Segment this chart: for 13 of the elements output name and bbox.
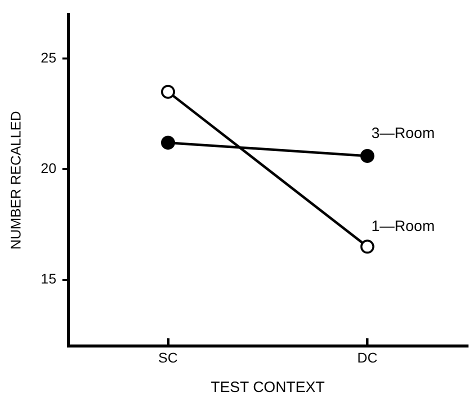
x-axis-title: TEST CONTEXT: [210, 379, 325, 396]
y-tick-label: 20: [40, 160, 57, 176]
series-label: 1—Room: [371, 218, 435, 235]
y-tick-label: 25: [40, 50, 57, 66]
point: [360, 148, 374, 163]
x-tick-label: SC: [158, 349, 178, 366]
point: [360, 240, 374, 254]
y-tick-label: 15: [40, 270, 57, 287]
point: [161, 84, 176, 99]
x-tick-label: DC: [357, 349, 378, 366]
y-axis-title: NUMBER RECALLED: [7, 111, 24, 250]
series-label: 3—Room: [371, 125, 435, 142]
point: [161, 136, 176, 150]
